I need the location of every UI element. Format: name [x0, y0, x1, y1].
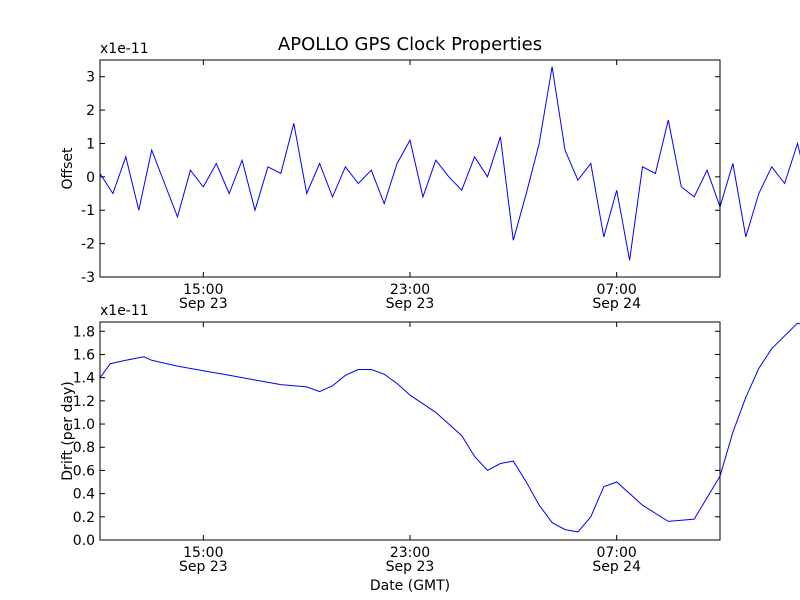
- drift-series-line: [99, 322, 800, 533]
- axes-frame: [99, 321, 721, 541]
- y-tick-label: 1: [86, 136, 95, 152]
- y-tick-label: -3: [81, 270, 95, 286]
- y-tick-label: 1.8: [73, 324, 95, 340]
- y-tick-label: 0.0: [73, 533, 95, 549]
- y-multiplier-label: x1e-11: [100, 303, 149, 319]
- y-tick-label: 1.2: [73, 394, 95, 410]
- x-tick-label-time: 23:00: [390, 545, 430, 561]
- y-tick-label: 1.0: [73, 417, 95, 433]
- y-tick-label: 0.4: [73, 487, 95, 503]
- x-tick-label-date: Sep 23: [179, 296, 228, 312]
- y-axis-label: Drift (per day): [60, 381, 76, 480]
- x-tick-label-date: Sep 23: [386, 559, 435, 575]
- x-tick-label-time: 15:00: [183, 282, 223, 298]
- y-tick-label: 3: [86, 70, 95, 86]
- y-axis-label: Offset: [60, 147, 76, 190]
- y-tick-label: 2: [86, 103, 95, 119]
- y-multiplier-label: x1e-11: [100, 41, 149, 57]
- y-tick-label: 1.6: [73, 347, 95, 363]
- x-tick-label-time: 15:00: [183, 545, 223, 561]
- y-tick-label: 0: [86, 170, 95, 186]
- y-tick-label: 0.8: [73, 440, 95, 456]
- y-tick-label: 0.6: [73, 463, 95, 479]
- x-tick-label-date: Sep 24: [592, 296, 641, 312]
- x-axis-label: Date (GMT): [370, 578, 450, 594]
- x-tick-label-time: 23:00: [390, 282, 430, 298]
- y-tick-label: -1: [81, 203, 95, 219]
- x-tick-label-time: 07:00: [596, 282, 636, 298]
- y-tick-label: 0.2: [73, 510, 95, 526]
- x-tick-label-date: Sep 24: [592, 559, 641, 575]
- y-tick-label: -2: [81, 237, 95, 253]
- offset-series-line: [99, 66, 800, 261]
- x-tick-label-date: Sep 23: [386, 296, 435, 312]
- chart-title: APOLLO GPS Clock Properties: [278, 34, 542, 55]
- x-tick-label-date: Sep 23: [179, 559, 228, 575]
- y-tick-label: 1.4: [73, 371, 95, 387]
- x-tick-label-time: 07:00: [596, 545, 636, 561]
